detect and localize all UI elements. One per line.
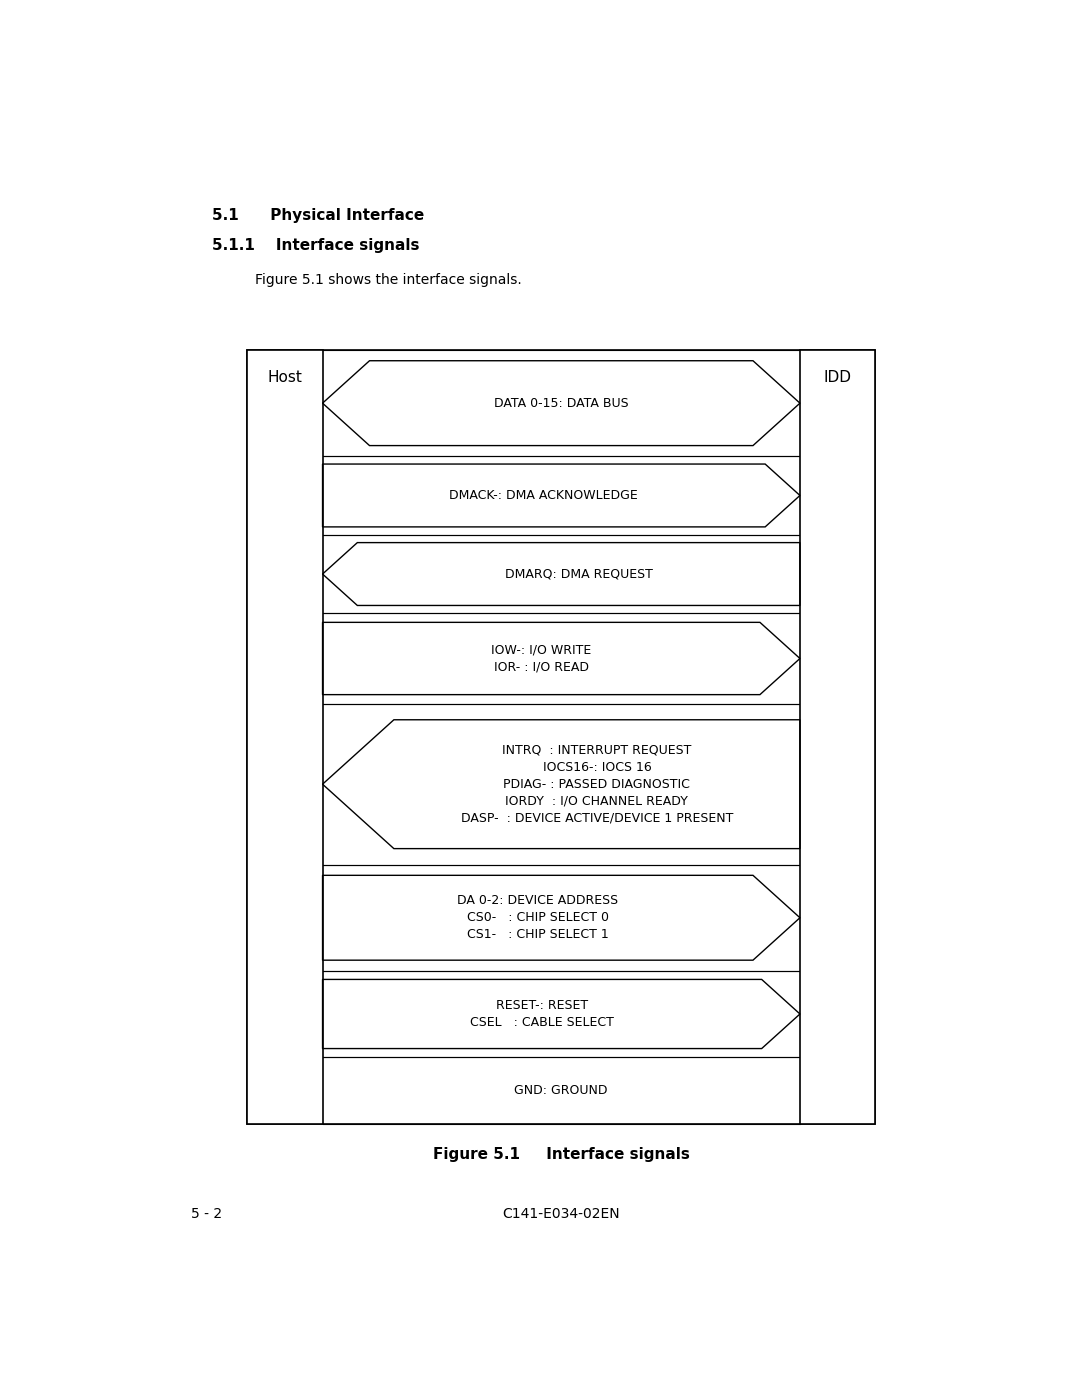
Text: GND: GROUND: GND: GROUND: [514, 1084, 608, 1097]
Text: Host: Host: [268, 370, 302, 384]
Text: RESET-: RESET
CSEL   : CABLE SELECT: RESET-: RESET CSEL : CABLE SELECT: [470, 999, 615, 1030]
Bar: [247, 351, 323, 1125]
Text: DATA 0-15: DATA BUS: DATA 0-15: DATA BUS: [494, 397, 629, 409]
Bar: [800, 351, 875, 1125]
Text: C141-E034-02EN: C141-E034-02EN: [502, 1207, 620, 1221]
Text: 5 - 2: 5 - 2: [191, 1207, 221, 1221]
Text: DMARQ: DMA REQUEST: DMARQ: DMA REQUEST: [504, 567, 652, 581]
Text: IOW-: I/O WRITE
IOR- : I/O READ: IOW-: I/O WRITE IOR- : I/O READ: [491, 644, 592, 673]
Text: Figure 5.1 shows the interface signals.: Figure 5.1 shows the interface signals.: [255, 274, 522, 288]
Text: IDD: IDD: [824, 370, 851, 384]
Bar: [247, 351, 875, 1125]
Text: 5.1.1    Interface signals: 5.1.1 Interface signals: [213, 239, 420, 253]
Text: Figure 5.1     Interface signals: Figure 5.1 Interface signals: [433, 1147, 690, 1162]
Text: INTRQ  : INTERRUPT REQUEST
IOCS16-: IOCS 16
PDIAG- : PASSED DIAGNOSTIC
IORDY  : : INTRQ : INTERRUPT REQUEST IOCS16-: IOCS …: [461, 743, 733, 824]
Text: DA 0-2: DEVICE ADDRESS
CS0-   : CHIP SELECT 0
CS1-   : CHIP SELECT 1: DA 0-2: DEVICE ADDRESS CS0- : CHIP SELEC…: [457, 894, 619, 942]
Text: DMACK-: DMA ACKNOWLEDGE: DMACK-: DMA ACKNOWLEDGE: [449, 489, 638, 502]
Text: 5.1      Physical Interface: 5.1 Physical Interface: [213, 208, 424, 222]
